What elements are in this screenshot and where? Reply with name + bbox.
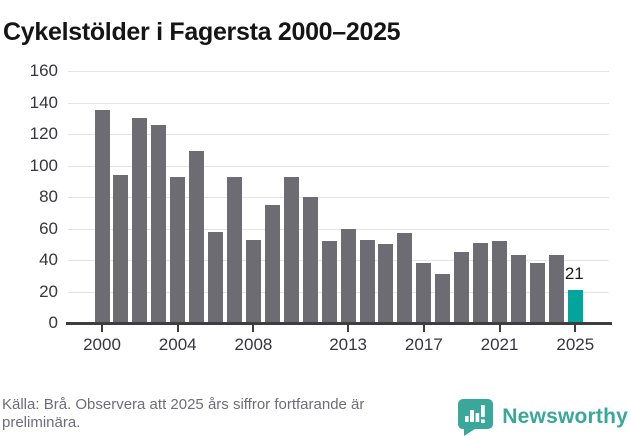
x-tick-2017: [422, 325, 425, 332]
bar-2023[interactable]: [529, 263, 545, 323]
y-tick-label-100: 100: [29, 155, 58, 175]
x-tick-label-2004: 2004: [158, 335, 197, 354]
x-tick-label-2025: 2025: [556, 335, 595, 354]
y-tick-label-60: 60: [39, 218, 58, 238]
newsworthy-logo[interactable]: Newsworthy: [457, 397, 628, 437]
bar-2018[interactable]: [435, 274, 451, 323]
y-tick-label-80: 80: [39, 187, 58, 206]
bar-2021[interactable]: [492, 241, 508, 323]
x-tick-label-2000: 2000: [83, 335, 121, 354]
newsworthy-wordmark: Newsworthy: [502, 405, 628, 428]
bar-2024[interactable]: [548, 255, 564, 323]
bar-2002[interactable]: [132, 118, 148, 323]
bar-2013[interactable]: [340, 228, 356, 323]
bar-2008[interactable]: [245, 239, 261, 323]
bar-2016[interactable]: [397, 233, 413, 323]
bar-2010[interactable]: [283, 176, 299, 323]
bar-2015[interactable]: [378, 244, 394, 323]
bar-2020[interactable]: [473, 242, 489, 323]
gridline-160: [68, 71, 609, 72]
gridline-140: [68, 102, 609, 104]
x-tick-label-2017: 2017: [404, 335, 443, 354]
chart-footer: Källa: Brå. Observera att 2025 års siffr…: [0, 395, 631, 439]
gridline-60: [68, 228, 609, 230]
bar-2009[interactable]: [264, 204, 280, 323]
y-tick-label-40: 40: [39, 250, 58, 269]
x-axis-line: [66, 322, 612, 325]
x-tick-2013: [347, 325, 350, 332]
x-tick-2025: [574, 325, 577, 332]
highlight-value-label: 21: [564, 263, 584, 283]
y-tick-label-0: 0: [48, 313, 58, 332]
bar-2005[interactable]: [189, 151, 205, 323]
plot-area: [68, 71, 609, 323]
bar-2014[interactable]: [359, 239, 375, 323]
bar-2017[interactable]: [416, 263, 432, 323]
x-tick-label-2008: 2008: [234, 335, 273, 354]
chart-title: Cykelstölder i Fagersta 2000–2025: [3, 17, 401, 46]
bar-2006[interactable]: [208, 231, 224, 323]
gridline-40: [68, 260, 609, 261]
y-tick-label-120: 120: [29, 124, 58, 143]
bar-2000[interactable]: [94, 110, 110, 323]
y-tick-label-140: 140: [29, 92, 58, 112]
gridline-100: [68, 165, 609, 167]
x-tick-2000: [101, 325, 103, 332]
bar-2022[interactable]: [511, 255, 526, 323]
speech-bubble-bar-chart-icon: [457, 398, 494, 436]
x-tick-2021: [498, 325, 501, 332]
bar-chart: 0 20 40 60 80 100 120 140 160 2000 2004 2008 2013 201…: [29, 61, 612, 354]
bar-2011[interactable]: [302, 197, 318, 323]
x-tick-2008: [252, 325, 255, 332]
bar-2019[interactable]: [454, 252, 470, 323]
x-tick-2004: [176, 325, 179, 332]
y-tick-label-160: 160: [29, 61, 58, 80]
x-tick-label-2013: 2013: [329, 335, 368, 354]
bar-2012[interactable]: [321, 241, 337, 323]
x-tick-label-2021: 2021: [480, 335, 519, 354]
bar-2003[interactable]: [151, 124, 167, 323]
gridline-80: [68, 197, 609, 198]
bar-2004[interactable]: [170, 176, 186, 323]
bar-2007[interactable]: [227, 176, 243, 323]
bar-2025[interactable]: [567, 289, 583, 323]
y-tick-label-20: 20: [39, 281, 58, 301]
gridline-20: [68, 291, 609, 293]
source-note: Källa: Brå. Observera att 2025 års siffr…: [2, 396, 365, 431]
gridline-120: [68, 134, 609, 135]
bar-2001[interactable]: [113, 174, 129, 323]
